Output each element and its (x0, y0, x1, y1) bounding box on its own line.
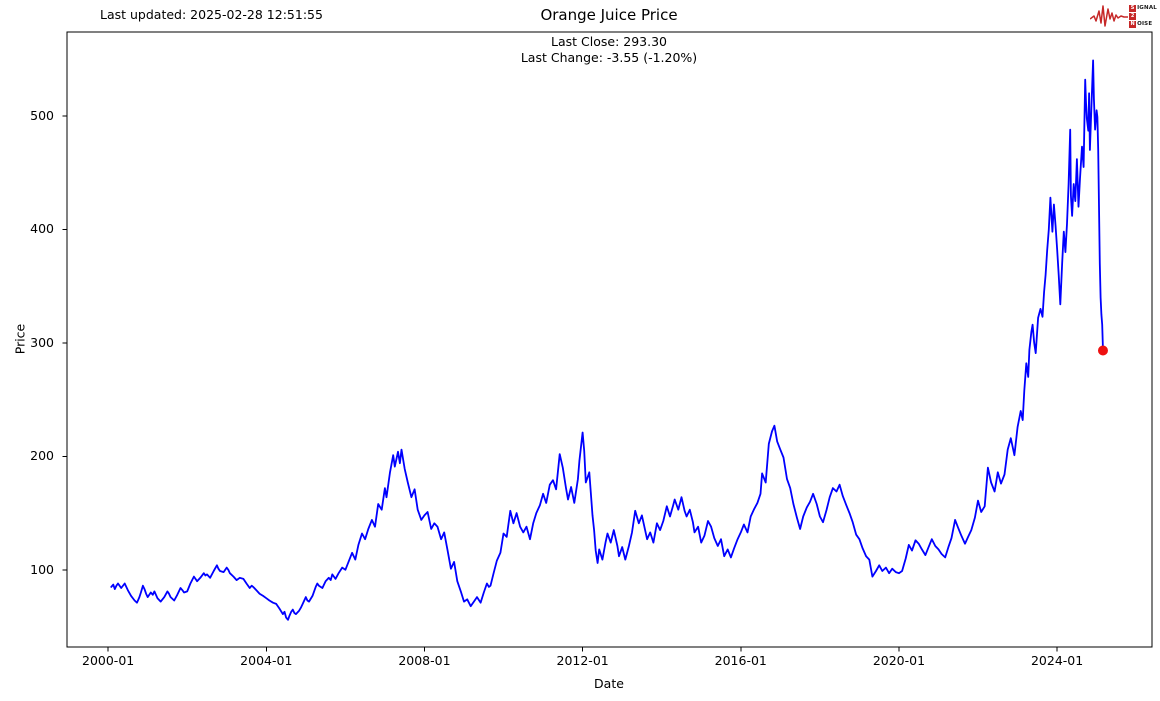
last-updated-text: Last updated: 2025-02-28 12:51:55 (100, 7, 323, 22)
x-tick-label: 2012-01 (556, 653, 609, 668)
y-tick-label: 100 (30, 561, 54, 577)
logo-text: S IGNAL 2 N OISE (1129, 4, 1157, 28)
last-change-text: Last Change: -3.55 (-1.20%) (520, 50, 698, 65)
y-tick-label: 300 (30, 334, 54, 350)
logo-noise-text: OISE (1137, 21, 1153, 27)
y-tick-label: 500 (30, 107, 54, 123)
signal2noise-logo: S IGNAL 2 N OISE (1090, 3, 1157, 29)
x-tick-label: 2020-01 (872, 653, 926, 668)
x-tick-label: 2008-01 (398, 653, 451, 668)
x-axis-label: Date (594, 676, 624, 691)
price-line-series (110, 59, 1104, 621)
x-tick-label: 2024-01 (1030, 653, 1084, 668)
logo-row-2: 2 (1129, 12, 1157, 20)
x-tick-label: 2016-01 (714, 653, 767, 668)
x-tick-label: 2004-01 (240, 653, 293, 668)
logo-row-signal: S IGNAL (1129, 4, 1157, 12)
y-tick-label: 200 (30, 448, 54, 464)
logo-letterbox-n: N (1129, 20, 1137, 28)
logo-row-noise: N OISE (1129, 20, 1157, 28)
logo-letterbox-s: S (1129, 4, 1137, 12)
ecg-waveform-icon (1090, 5, 1129, 27)
last-close-text: Last Close: 293.30 (551, 34, 667, 49)
last-close-marker (1097, 345, 1108, 356)
x-tick-label: 2000-01 (81, 653, 135, 668)
chart-subtitle: Last Close: 293.30 Last Change: -3.55 (-… (521, 34, 697, 66)
axes-box (66, 31, 1153, 648)
logo-letterbox-2: 2 (1129, 12, 1137, 20)
chart-title: Orange Juice Price (540, 6, 678, 24)
logo-signal-text: IGNAL (1137, 5, 1157, 11)
y-tick-label: 400 (30, 221, 54, 237)
